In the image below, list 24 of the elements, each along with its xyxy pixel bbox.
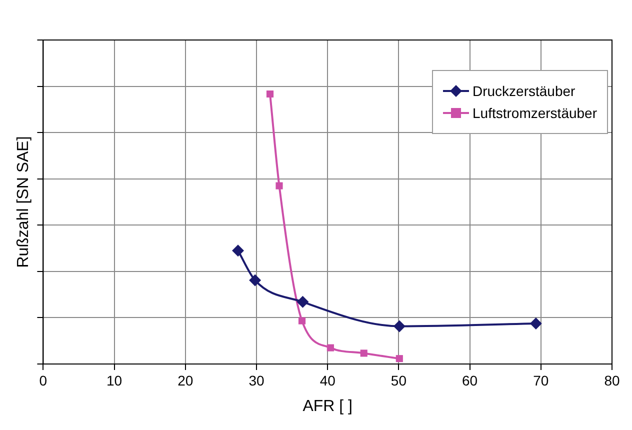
point [249,274,262,286]
x-tick-label: 50 [390,372,407,388]
point [396,355,403,362]
x-tick-label: 30 [248,372,264,388]
point [393,320,406,332]
point [298,317,306,324]
x-tick-label: 60 [462,372,478,388]
x-tick-label: 80 [604,372,620,388]
point [266,90,274,98]
point [276,182,283,190]
x-tick-label: 10 [106,372,122,388]
point [530,318,542,330]
point [326,344,334,352]
x-tick-label: 20 [178,372,194,388]
x-tick-label: 70 [533,372,549,388]
x-tick-label: 40 [320,372,336,388]
x-axis-title: AFR [ ] [302,398,352,415]
point [360,350,368,357]
legend-label: Luftstromzerstäuber [472,105,597,121]
x-tick-label: 0 [39,372,48,388]
point [232,244,244,257]
legend-label: Druckzerstäuber [472,83,576,99]
point [296,296,309,308]
y-axis-title: Rußzahl [SN SAE] [15,136,32,268]
